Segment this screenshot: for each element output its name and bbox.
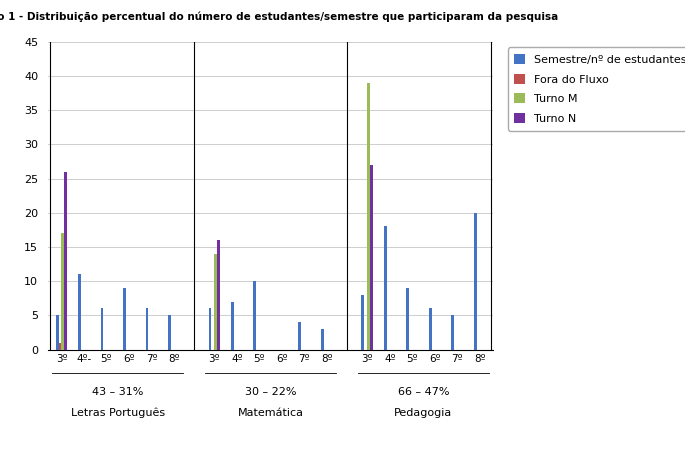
Bar xyxy=(370,165,373,350)
Bar xyxy=(367,83,370,350)
Bar xyxy=(299,322,301,350)
Text: Pedagogia: Pedagogia xyxy=(395,408,453,418)
Bar xyxy=(362,295,364,350)
Text: 66 – 47%: 66 – 47% xyxy=(398,387,449,397)
Text: Matemática: Matemática xyxy=(238,408,303,418)
Bar xyxy=(208,308,212,350)
Bar xyxy=(55,315,58,350)
Bar xyxy=(253,281,256,350)
Bar xyxy=(123,288,126,350)
Bar xyxy=(64,172,67,350)
Bar xyxy=(58,343,62,350)
Bar xyxy=(231,302,234,350)
Bar xyxy=(406,288,410,350)
Bar xyxy=(62,233,64,350)
Text: Gráfico 1 - Distribuição percentual do número de estudantes/semestre que partici: Gráfico 1 - Distribuição percentual do n… xyxy=(0,12,558,22)
Bar xyxy=(101,308,103,350)
Bar xyxy=(168,315,171,350)
Text: Letras Português: Letras Português xyxy=(71,408,164,418)
Legend: Semestre/nº de estudantes, Fora do Fluxo, Turno M, Turno N: Semestre/nº de estudantes, Fora do Fluxo… xyxy=(508,48,685,130)
Text: 30 – 22%: 30 – 22% xyxy=(245,387,297,397)
Bar xyxy=(78,274,81,350)
Bar xyxy=(429,308,432,350)
Text: 43 – 31%: 43 – 31% xyxy=(92,387,143,397)
Bar xyxy=(217,240,220,350)
Bar xyxy=(321,329,324,350)
Bar xyxy=(384,226,387,350)
Bar xyxy=(214,254,217,350)
Bar xyxy=(451,315,454,350)
Bar xyxy=(474,213,477,350)
Bar xyxy=(145,308,149,350)
